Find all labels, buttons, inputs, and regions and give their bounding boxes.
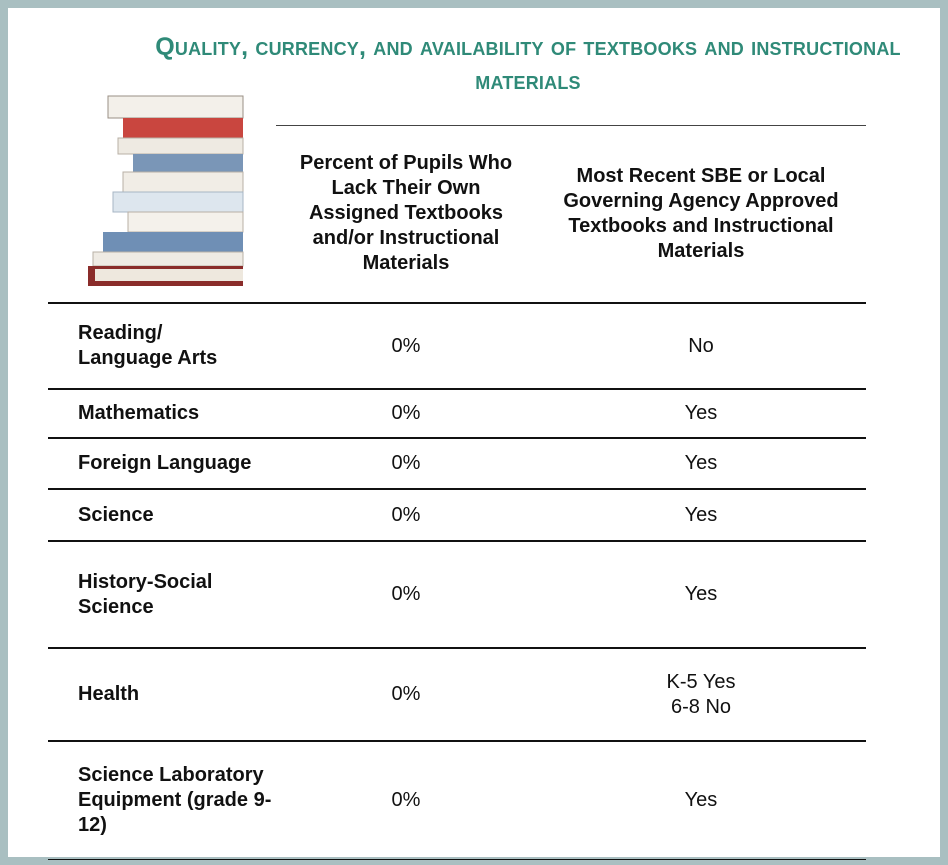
subject-cell: History-Social Science <box>48 541 276 648</box>
materials-table: Percent of Pupils Who Lack Their Own Ass… <box>48 125 866 860</box>
empty-header <box>48 125 276 303</box>
column-header: Percent of Pupils Who Lack Their Own Ass… <box>276 125 536 303</box>
value-cell: 0% <box>276 489 536 541</box>
value-cell: Yes <box>536 741 866 859</box>
column-header: Most Recent SBE or Local Governing Agenc… <box>536 125 866 303</box>
subject-cell: Reading/ Language Arts <box>48 303 276 389</box>
header-row: Percent of Pupils Who Lack Their Own Ass… <box>48 125 866 303</box>
value-cell: K-5 Yes 6-8 No <box>536 648 866 741</box>
value-cell: Yes <box>536 389 866 438</box>
value-cell: 0% <box>276 303 536 389</box>
value-cell: No <box>536 303 866 389</box>
value-cell: Yes <box>536 438 866 489</box>
value-cell: Yes <box>536 541 866 648</box>
value-cell: 0% <box>276 648 536 741</box>
value-cell: 0% <box>276 741 536 859</box>
page-frame: Quality, currency, and availability of t… <box>0 0 948 865</box>
subject-cell: Mathematics <box>48 389 276 438</box>
value-cell: 0% <box>276 541 536 648</box>
value-cell: 0% <box>276 438 536 489</box>
title: Quality, currency, and availability of t… <box>128 30 928 98</box>
subject-cell: Foreign Language <box>48 438 276 489</box>
value-cell: 0% <box>276 389 536 438</box>
value-cell: Yes <box>536 489 866 541</box>
subject-cell: Science <box>48 489 276 541</box>
table-row: Science Laboratory Equipment (grade 9-12… <box>48 741 866 859</box>
subject-cell: Health <box>48 648 276 741</box>
subject-cell: Science Laboratory Equipment (grade 9-12… <box>48 741 276 859</box>
